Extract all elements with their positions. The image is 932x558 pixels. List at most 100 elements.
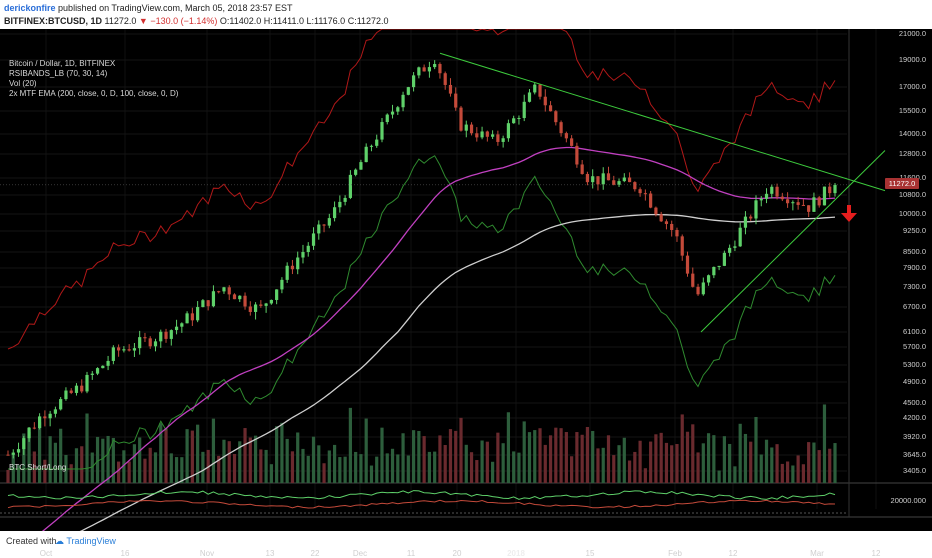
volume-bar bbox=[517, 452, 521, 483]
y-tick-label: 3645.0 bbox=[903, 450, 926, 459]
volume-bar bbox=[622, 437, 626, 483]
candle-body bbox=[364, 146, 368, 163]
volume-bar bbox=[606, 435, 611, 483]
y-tick-label: 15500.0 bbox=[898, 106, 926, 115]
volume-bar bbox=[117, 461, 121, 483]
candle-body bbox=[27, 427, 31, 439]
ema-100-line bbox=[41, 146, 836, 531]
volume-bar bbox=[591, 430, 595, 483]
candle-body bbox=[222, 287, 226, 292]
volume-bar bbox=[90, 452, 94, 483]
volume-bar bbox=[712, 435, 716, 483]
y-tick-label: 21000.0 bbox=[898, 29, 926, 38]
volume-bar bbox=[32, 451, 36, 483]
last-price: 11272.0 bbox=[104, 16, 137, 26]
candle-body bbox=[580, 164, 584, 174]
volume-bar bbox=[764, 439, 769, 483]
lower-pane-label: BTC Short/Long bbox=[9, 463, 67, 472]
candle-body bbox=[591, 176, 595, 183]
volume-bar bbox=[443, 444, 447, 483]
candle-body bbox=[117, 347, 121, 351]
volume-bar bbox=[243, 428, 247, 483]
candle-body bbox=[174, 326, 179, 331]
y-tick-label: 19000.0 bbox=[898, 55, 926, 64]
candle-body bbox=[743, 216, 748, 228]
candle-body bbox=[306, 245, 310, 253]
volume-bar bbox=[285, 438, 289, 483]
tradingview-logo[interactable]: ☁ TradingView bbox=[55, 536, 116, 546]
x-tick-label: 16 bbox=[120, 549, 130, 558]
candle-body bbox=[354, 169, 358, 175]
candle-body bbox=[438, 64, 442, 74]
volume-bar bbox=[348, 407, 352, 483]
volume-bar bbox=[585, 426, 590, 483]
volume-bar bbox=[317, 445, 321, 483]
candle-body bbox=[533, 84, 537, 93]
candle-body bbox=[749, 216, 753, 219]
candle-body bbox=[722, 252, 726, 266]
created-with: Created with bbox=[6, 536, 57, 546]
author-link[interactable]: derickonfire bbox=[4, 3, 56, 13]
volume-bar bbox=[417, 430, 421, 483]
candle-body bbox=[153, 341, 158, 347]
y-tick-label: 10800.0 bbox=[898, 190, 926, 199]
candle-body bbox=[738, 227, 742, 247]
candle-body bbox=[217, 291, 221, 293]
candle-body bbox=[43, 416, 47, 419]
candle-body bbox=[817, 197, 821, 206]
lower-pane-value: 20000.000 bbox=[890, 496, 926, 505]
chart-canvas[interactable] bbox=[0, 29, 932, 531]
chart-header: derickonfire published on TradingView.co… bbox=[0, 0, 932, 29]
chart-area[interactable]: Bitcoin / Dollar, 1D, BITFINEX RSIBANDS_… bbox=[0, 29, 932, 558]
volume-bar bbox=[501, 443, 505, 483]
candle-body bbox=[401, 94, 405, 108]
candle-body bbox=[80, 385, 84, 392]
volume-bar bbox=[491, 461, 495, 483]
candle-body bbox=[675, 229, 679, 237]
volume-bar bbox=[53, 442, 58, 483]
candle-body bbox=[348, 174, 352, 198]
volume-bar bbox=[527, 432, 532, 483]
candle-body bbox=[332, 207, 337, 219]
candle-body bbox=[69, 390, 73, 393]
candle-body bbox=[411, 75, 416, 88]
volume-bar bbox=[675, 443, 679, 483]
candle-body bbox=[201, 300, 205, 308]
candle-body bbox=[32, 427, 36, 429]
volume-bar bbox=[638, 440, 642, 483]
volume-bar bbox=[828, 448, 832, 483]
candle-body bbox=[706, 275, 711, 283]
volume-bar bbox=[496, 432, 500, 483]
x-tick-label: Oct bbox=[39, 549, 53, 558]
volume-bar bbox=[691, 424, 695, 483]
volume-bar bbox=[11, 453, 15, 483]
volume-bar bbox=[775, 444, 779, 483]
volume-bar bbox=[464, 444, 468, 483]
volume-bar bbox=[570, 456, 574, 483]
candle-body bbox=[485, 131, 489, 137]
candle-body bbox=[564, 133, 568, 139]
candle-body bbox=[506, 123, 511, 139]
candle-body bbox=[596, 176, 600, 185]
y-tick-label: 5300.0 bbox=[903, 360, 926, 369]
candle-body bbox=[269, 299, 273, 304]
candle-body bbox=[696, 286, 700, 295]
volume-bar bbox=[759, 454, 763, 483]
volume-bar bbox=[306, 455, 310, 483]
volume-bar bbox=[269, 464, 273, 483]
y-tick-label: 4200.0 bbox=[903, 413, 926, 422]
x-tick-label: Feb bbox=[668, 549, 682, 558]
volume-bar bbox=[211, 418, 216, 483]
x-tick-label: 22 bbox=[310, 549, 320, 558]
y-tick-label: 4500.0 bbox=[903, 398, 926, 407]
volume-bar bbox=[685, 431, 690, 483]
candle-body bbox=[74, 385, 79, 393]
candle-body bbox=[143, 337, 147, 339]
y-tick-label: 6700.0 bbox=[903, 302, 926, 311]
volume-bar bbox=[127, 461, 131, 483]
volume-bar bbox=[16, 465, 21, 483]
volume-bar bbox=[180, 457, 184, 483]
candle-body bbox=[85, 374, 89, 392]
volume-bar bbox=[706, 433, 711, 483]
candle-body bbox=[570, 138, 574, 146]
